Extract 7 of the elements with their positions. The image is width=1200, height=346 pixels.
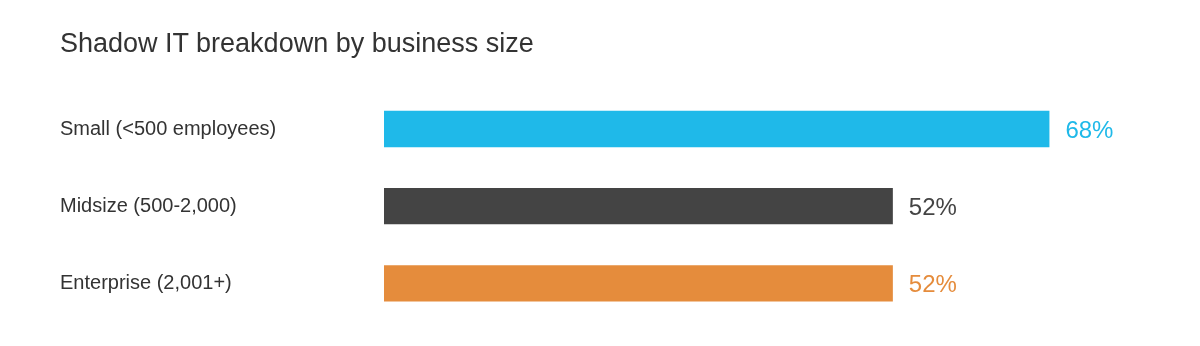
data-label: 52% — [908, 270, 957, 298]
y-tick-label: Small (<500 employees) — [60, 116, 277, 139]
y-tick-label: Enterprise (2,001+) — [60, 270, 232, 293]
data-label: 68% — [1065, 115, 1114, 143]
y-tick-label: Midsize (500-2,000) — [60, 193, 237, 216]
data-label: 52% — [908, 192, 957, 220]
chart-title: Shadow IT breakdown by business size — [60, 27, 534, 58]
